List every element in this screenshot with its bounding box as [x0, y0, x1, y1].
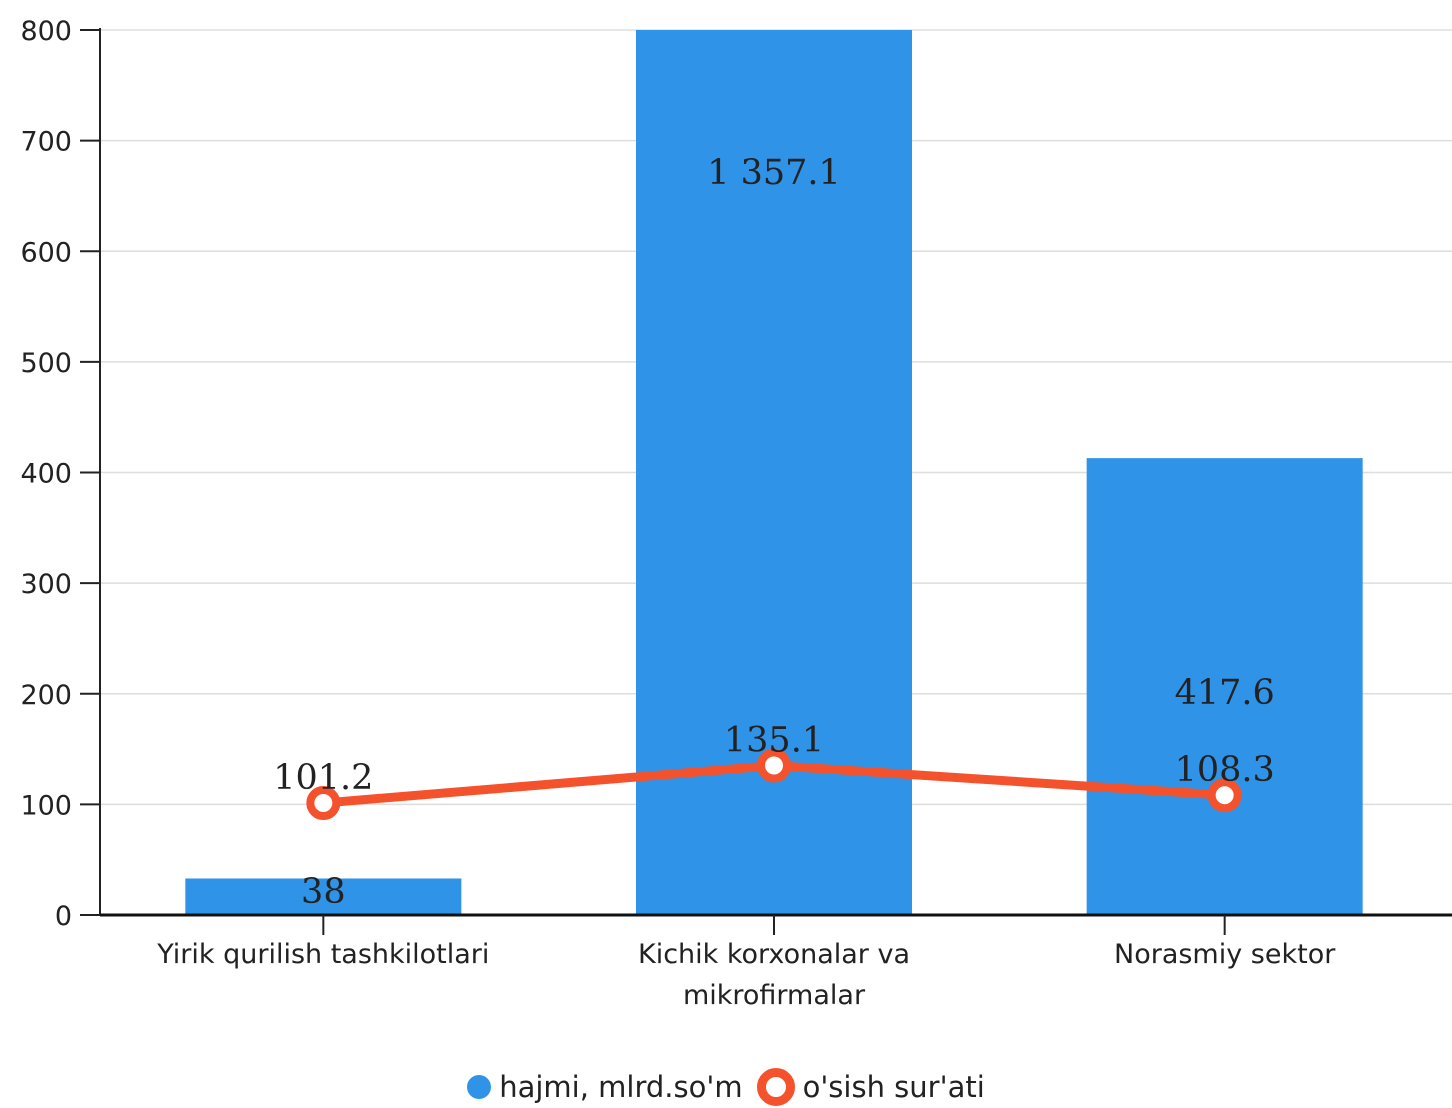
- y-tick-label: 800: [20, 16, 72, 47]
- y-tick-label: 100: [20, 790, 72, 821]
- y-tick-label: 500: [20, 348, 72, 379]
- line-point: [757, 748, 791, 783]
- legend: hajmi, mlrd.so'm o'sish sur'ati: [0, 1066, 1452, 1108]
- bar: [1086, 458, 1363, 915]
- y-tick-label: 200: [20, 680, 72, 711]
- bar: [185, 878, 462, 915]
- legend-bar-swatch: [467, 1075, 492, 1099]
- y-tick-label: 400: [20, 459, 72, 490]
- line-point: [1207, 778, 1242, 813]
- y-tick-label: 700: [20, 127, 72, 158]
- bar-data-label: 38: [301, 872, 346, 912]
- line-data-label: 101.2: [273, 758, 373, 798]
- legend-item-line-series: o'sish sur'ati: [756, 1068, 985, 1106]
- x-tick-label: mikrofirmalar: [683, 980, 866, 1011]
- legend-line-label: o'sish sur'ati: [802, 1070, 985, 1104]
- chart-area: 0 100 200 300 400 500 600 700 800 Yirik qurilish …: [20, 16, 1452, 1011]
- x-tick-label: Kichik korxonalar va: [638, 939, 910, 970]
- x-tick-label: Yirik qurilish tashkilotlari: [156, 939, 489, 970]
- y-tick-label: 300: [20, 569, 72, 600]
- y-tick-label: 0: [55, 901, 72, 932]
- line-data-label: 108.3: [1175, 750, 1275, 790]
- legend-bar-label: hajmi, mlrd.so'm: [499, 1070, 743, 1104]
- line-data-label: 135.1: [724, 721, 824, 761]
- y-tick-label: 600: [20, 237, 72, 268]
- x-tick-label: Norasmiy sektor: [1114, 939, 1336, 970]
- bar-data-label: 1 357.1: [707, 153, 841, 193]
- legend-line-swatch: [756, 1068, 795, 1106]
- bar-data-label: 417.6: [1175, 673, 1275, 713]
- legend-item-bar-series: hajmi, mlrd.so'm: [467, 1070, 743, 1104]
- line-point: [306, 786, 341, 821]
